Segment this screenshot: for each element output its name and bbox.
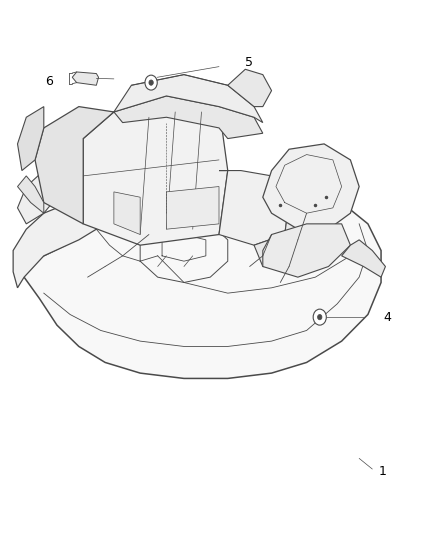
Polygon shape xyxy=(18,160,70,224)
Text: 1: 1 xyxy=(379,465,387,478)
Polygon shape xyxy=(18,107,44,171)
Polygon shape xyxy=(114,96,263,139)
Polygon shape xyxy=(219,171,289,245)
Polygon shape xyxy=(272,192,333,213)
Polygon shape xyxy=(114,192,140,235)
Polygon shape xyxy=(166,187,219,229)
Polygon shape xyxy=(13,203,96,288)
Text: 5: 5 xyxy=(245,56,253,69)
Polygon shape xyxy=(263,144,359,229)
Polygon shape xyxy=(342,240,385,277)
Polygon shape xyxy=(72,72,99,85)
Polygon shape xyxy=(254,203,307,266)
Circle shape xyxy=(318,314,322,320)
Polygon shape xyxy=(35,107,114,224)
Polygon shape xyxy=(263,224,350,277)
Circle shape xyxy=(145,75,157,90)
Text: 6: 6 xyxy=(45,75,53,87)
Polygon shape xyxy=(18,176,44,213)
Polygon shape xyxy=(114,75,263,123)
Polygon shape xyxy=(83,96,228,245)
Polygon shape xyxy=(24,176,381,378)
Polygon shape xyxy=(228,69,272,107)
Circle shape xyxy=(313,309,326,325)
Text: 4: 4 xyxy=(383,311,391,324)
Circle shape xyxy=(149,80,153,85)
